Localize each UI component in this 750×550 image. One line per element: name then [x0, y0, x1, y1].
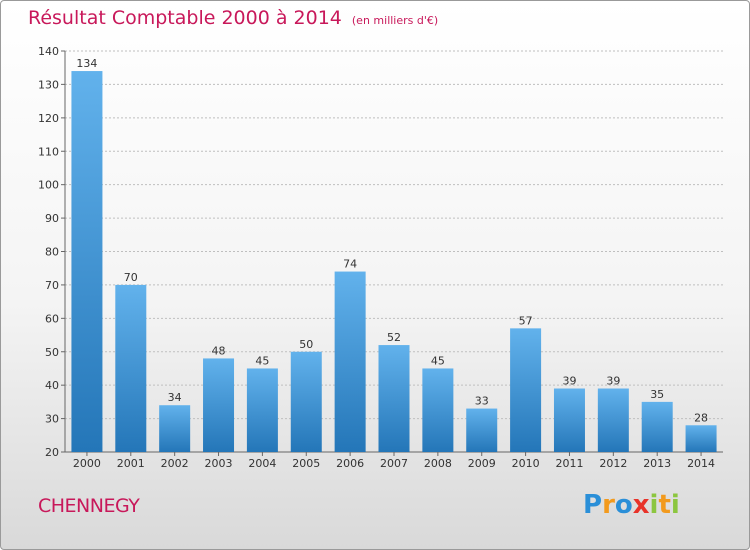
y-tick-label: 20 — [45, 446, 59, 459]
bar-value-label: 28 — [694, 411, 708, 424]
x-tick-label: 2014 — [687, 457, 715, 470]
bar-value-label: 33 — [475, 395, 489, 408]
bar-value-label: 48 — [212, 344, 226, 357]
y-tick-label: 80 — [45, 246, 59, 259]
bar-2002[interactable] — [159, 405, 191, 452]
y-tick-label: 70 — [45, 279, 59, 292]
bar-value-label: 52 — [387, 331, 401, 344]
y-tick-label: 130 — [38, 78, 59, 91]
x-tick-label: 2002 — [161, 457, 189, 470]
chart-subtitle: (en milliers d'€) — [351, 14, 439, 27]
x-tick-label: 2011 — [555, 457, 583, 470]
bar-2012[interactable] — [597, 388, 629, 452]
y-tick-label: 40 — [45, 379, 59, 392]
bar-2005[interactable] — [290, 351, 322, 452]
x-tick-label: 2005 — [292, 457, 320, 470]
bar-2001[interactable] — [115, 284, 147, 452]
y-tick-label: 140 — [38, 45, 59, 58]
y-tick-label: 90 — [45, 212, 59, 225]
x-tick-label: 2010 — [512, 457, 540, 470]
bar-value-label: 57 — [519, 314, 533, 327]
labels: 20 30 40 50 60 70 80 90 100 110 120 130 140 134 2000 70… — [38, 45, 715, 470]
chart-title: Résultat Comptable 2000 à 2014 (en millie… — [28, 7, 438, 29]
logo-letter: r — [602, 490, 615, 520]
x-tick-label: 2007 — [380, 457, 408, 470]
bar-value-label: 50 — [299, 338, 313, 351]
y-tick-label: 50 — [45, 346, 59, 359]
bar-value-label: 45 — [255, 354, 269, 367]
bars — [71, 71, 717, 453]
logo-letter: P — [583, 490, 603, 520]
x-tick-label: 2008 — [424, 457, 452, 470]
x-tick-label: 2006 — [336, 457, 364, 470]
logo-letter: i — [670, 490, 680, 520]
x-tick-label: 2009 — [468, 457, 496, 470]
chart-title-text: Résultat Comptable 2000 à 2014 — [28, 7, 342, 29]
logo-letter: x — [632, 490, 650, 520]
bar-value-label: 70 — [124, 271, 138, 284]
bar-value-label: 74 — [343, 258, 357, 271]
bar-2003[interactable] — [203, 358, 235, 452]
logo-letter: o — [614, 490, 633, 520]
x-tick-label: 2012 — [599, 457, 627, 470]
logo-letter: t — [658, 490, 671, 520]
y-tick-label: 30 — [45, 413, 59, 426]
x-tick-label: 2003 — [205, 457, 233, 470]
y-tick-label: 100 — [38, 179, 59, 192]
bar-value-label: 45 — [431, 354, 445, 367]
bar-2006[interactable] — [334, 271, 366, 452]
bar-2013[interactable] — [641, 401, 673, 452]
y-tick-label: 110 — [38, 145, 59, 158]
x-tick-label: 2004 — [248, 457, 276, 470]
x-tick-label: 2001 — [117, 457, 145, 470]
x-tick-label: 2013 — [643, 457, 671, 470]
bar-value-label: 35 — [650, 388, 664, 401]
bar-value-label: 34 — [168, 391, 182, 404]
bar-2009[interactable] — [466, 408, 498, 452]
logo-letter: i — [649, 490, 659, 520]
bar-2008[interactable] — [422, 368, 454, 452]
y-tick-label: 120 — [38, 112, 59, 125]
bar-value-label: 134 — [76, 57, 97, 70]
bar-value-label: 39 — [606, 375, 620, 388]
bar-2014[interactable] — [685, 425, 717, 452]
bar-2007[interactable] — [378, 345, 410, 452]
grid-lines — [65, 50, 723, 420]
bar-value-label: 39 — [562, 375, 576, 388]
bar-2010[interactable] — [510, 328, 542, 452]
bar-2004[interactable] — [246, 368, 278, 452]
proxiti-logo[interactable]: Proxiti — [583, 490, 680, 520]
bar-2011[interactable] — [553, 388, 585, 452]
y-tick-label: 60 — [45, 312, 59, 325]
commune-name: CHENNEGY — [38, 495, 140, 517]
x-tick-label: 2000 — [73, 457, 101, 470]
bar-2000[interactable] — [71, 71, 103, 453]
